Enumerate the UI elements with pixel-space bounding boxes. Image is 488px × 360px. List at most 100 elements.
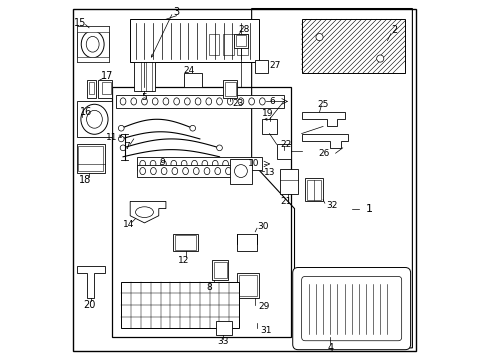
Text: 16: 16 [80, 107, 92, 117]
Ellipse shape [233, 160, 238, 167]
Bar [276, 144, 290, 158]
Ellipse shape [191, 160, 197, 167]
Bar [208, 33, 219, 55]
Bar [112, 87, 290, 337]
Ellipse shape [203, 167, 209, 175]
Bar [233, 33, 247, 48]
Text: 30: 30 [257, 222, 268, 231]
Bar [255, 60, 267, 73]
Text: 10: 10 [247, 159, 259, 168]
Ellipse shape [160, 160, 166, 167]
Ellipse shape [172, 167, 177, 175]
Bar [134, 62, 155, 91]
Bar [239, 275, 257, 296]
Bar [77, 102, 112, 137]
Bar [137, 165, 244, 177]
Text: 6: 6 [269, 97, 275, 106]
Text: 32: 32 [326, 201, 337, 210]
Ellipse shape [195, 98, 201, 105]
Ellipse shape [234, 165, 247, 177]
Ellipse shape [189, 125, 195, 131]
Text: 15: 15 [74, 18, 86, 28]
Bar [237, 33, 247, 55]
Bar [262, 119, 276, 134]
Bar [235, 35, 246, 46]
Ellipse shape [86, 111, 102, 128]
Ellipse shape [142, 98, 147, 105]
Text: 17: 17 [101, 71, 113, 81]
Ellipse shape [376, 55, 383, 62]
Text: 28: 28 [238, 26, 250, 35]
Ellipse shape [140, 167, 145, 175]
Bar [173, 234, 198, 251]
Ellipse shape [222, 160, 228, 167]
Text: 24: 24 [183, 66, 194, 75]
Bar [77, 144, 105, 173]
Ellipse shape [135, 207, 153, 217]
Bar [223, 80, 237, 98]
Bar [183, 73, 201, 87]
Ellipse shape [183, 167, 188, 175]
Bar [87, 80, 96, 98]
Ellipse shape [225, 167, 231, 175]
Ellipse shape [81, 104, 108, 134]
Bar [121, 282, 239, 328]
Bar [216, 321, 231, 336]
Text: 26: 26 [318, 149, 329, 158]
Text: 18: 18 [79, 175, 91, 185]
Bar [280, 169, 298, 194]
Text: 23: 23 [231, 99, 243, 108]
Ellipse shape [205, 98, 211, 105]
Ellipse shape [214, 167, 220, 175]
Bar [224, 82, 235, 96]
Bar [237, 234, 257, 251]
Ellipse shape [131, 98, 136, 105]
Ellipse shape [193, 167, 199, 175]
Text: 21: 21 [279, 197, 291, 206]
Text: 20: 20 [83, 300, 95, 310]
Ellipse shape [152, 98, 158, 105]
Ellipse shape [216, 98, 222, 105]
Ellipse shape [202, 160, 207, 167]
FancyBboxPatch shape [292, 267, 410, 350]
Text: 27: 27 [269, 61, 280, 70]
Text: 13: 13 [264, 168, 275, 177]
Ellipse shape [140, 160, 145, 167]
Bar [237, 273, 258, 298]
Bar [175, 235, 196, 249]
Ellipse shape [150, 160, 156, 167]
Text: 31: 31 [260, 325, 271, 334]
Ellipse shape [238, 98, 244, 105]
Bar [116, 95, 283, 108]
Ellipse shape [118, 136, 124, 142]
Ellipse shape [161, 167, 166, 175]
Bar [305, 178, 323, 202]
Ellipse shape [227, 98, 233, 105]
Ellipse shape [120, 98, 125, 105]
Text: 11: 11 [106, 132, 118, 141]
Ellipse shape [181, 160, 186, 167]
Bar [223, 33, 233, 55]
Text: 12: 12 [178, 256, 189, 265]
Ellipse shape [259, 98, 264, 105]
Text: 5: 5 [142, 93, 147, 102]
Bar [212, 260, 228, 280]
Ellipse shape [118, 125, 124, 131]
Polygon shape [77, 266, 105, 298]
Bar [230, 158, 251, 184]
Ellipse shape [150, 167, 156, 175]
Text: 8: 8 [205, 283, 211, 292]
Text: 19: 19 [262, 109, 273, 118]
Ellipse shape [120, 145, 125, 151]
Bar [137, 157, 262, 170]
Ellipse shape [315, 33, 323, 41]
Bar [77, 26, 108, 32]
Text: 2: 2 [390, 25, 397, 35]
Polygon shape [301, 112, 344, 126]
Ellipse shape [81, 31, 104, 58]
Ellipse shape [173, 98, 179, 105]
Text: 3: 3 [173, 7, 179, 17]
Text: 25: 25 [317, 100, 328, 109]
Ellipse shape [86, 36, 99, 52]
Ellipse shape [212, 160, 218, 167]
